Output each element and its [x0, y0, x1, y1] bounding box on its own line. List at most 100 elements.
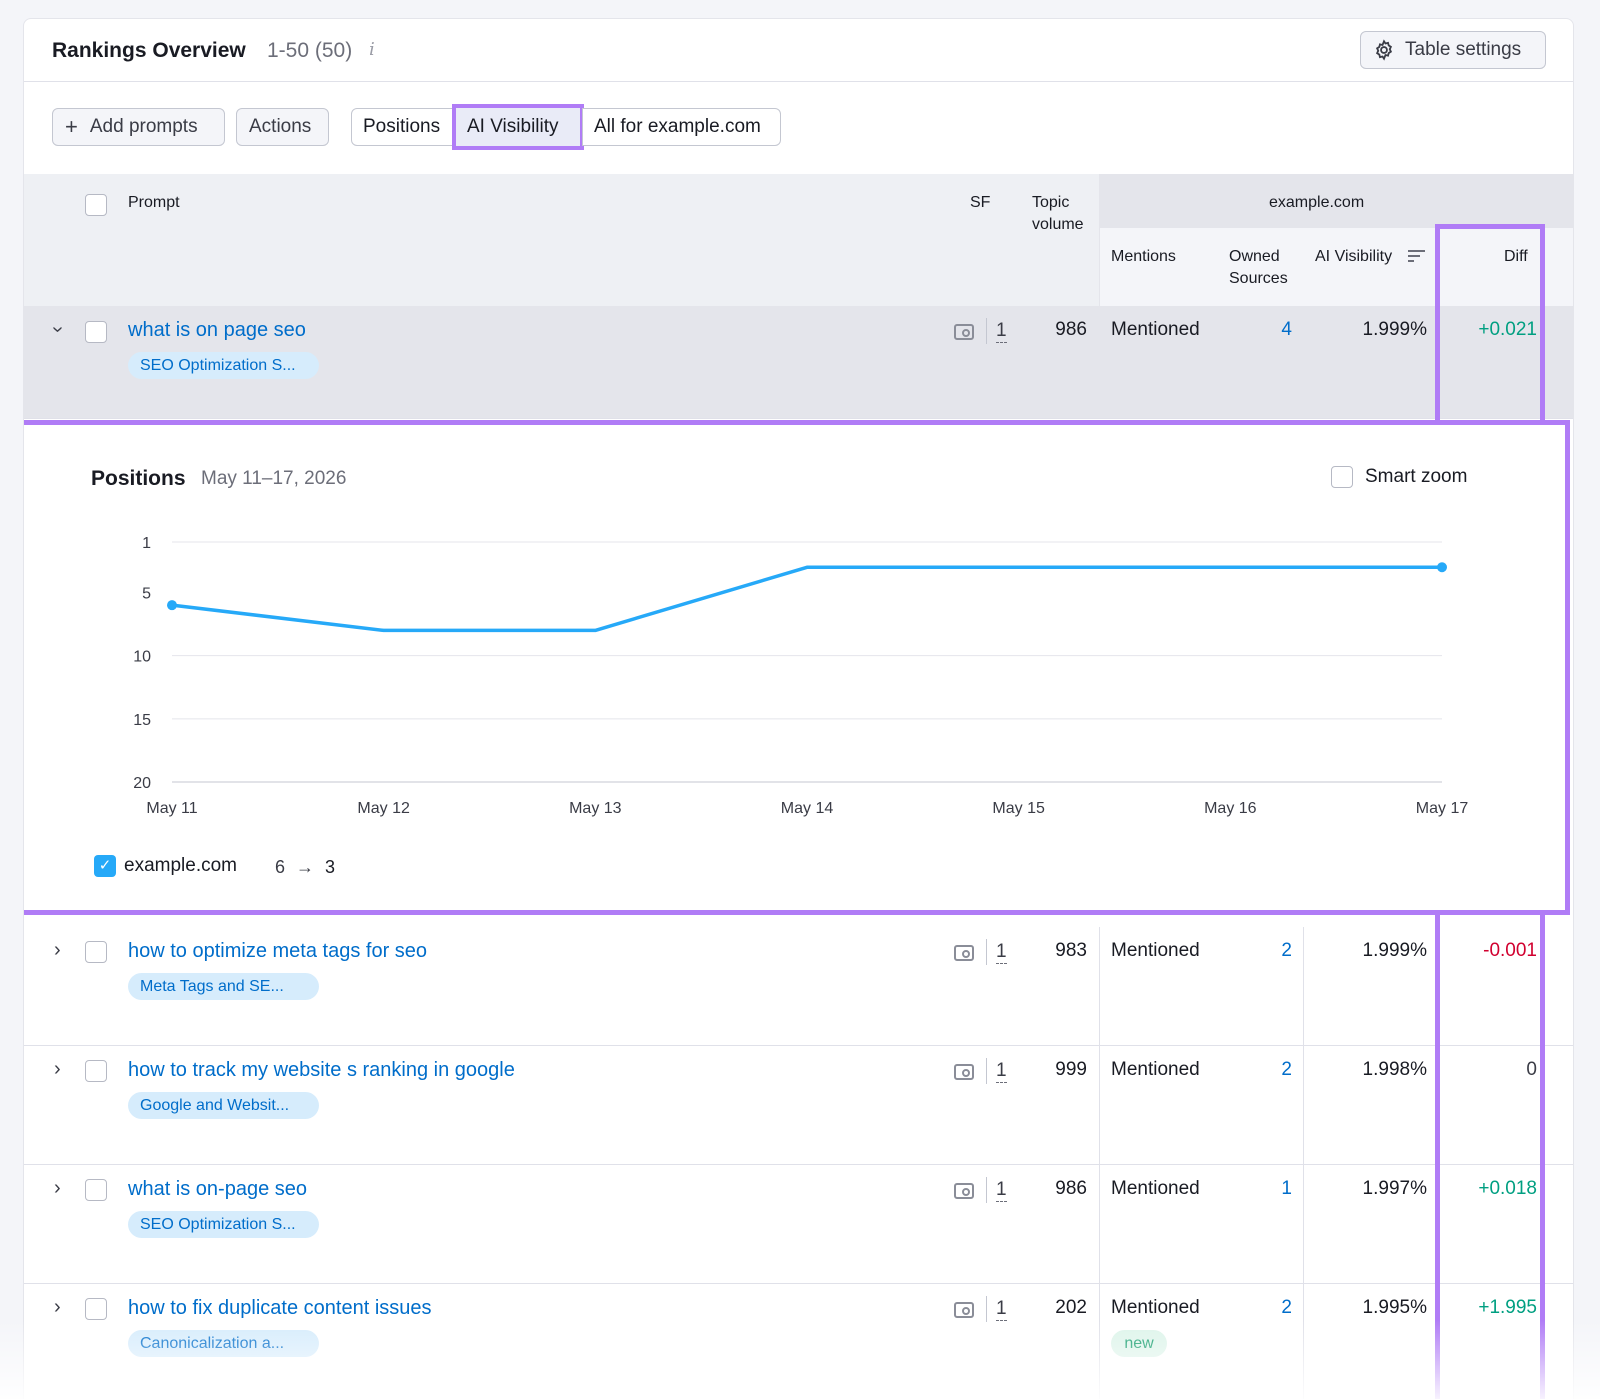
serp-feature-icon[interactable]: [954, 1302, 974, 1319]
sort-icon[interactable]: [1408, 249, 1426, 263]
add-prompts-button[interactable]: + Add prompts: [52, 108, 225, 146]
x-tick-label: May 14: [781, 800, 834, 817]
table-row[interactable]: › how to fix duplicate content issues Ca…: [24, 1284, 1573, 1399]
legend-label: example.com: [124, 855, 237, 876]
col-topic-volume-2[interactable]: volume: [1032, 216, 1084, 233]
table-row[interactable]: › how to optimize meta tags for seo Meta…: [24, 927, 1573, 1046]
sf-count[interactable]: 1: [996, 1179, 1007, 1202]
actions-button[interactable]: Actions: [236, 108, 329, 146]
topic-tag[interactable]: SEO Optimization S...: [128, 1211, 319, 1238]
mentions-value: Mentioned: [1111, 1297, 1200, 1318]
col-divider: [1099, 927, 1100, 1046]
smart-zoom-checkbox[interactable]: [1331, 466, 1353, 488]
tab-positions[interactable]: Positions: [351, 108, 454, 146]
toolbar: + Add prompts Actions Positions AI Visib…: [24, 82, 1573, 174]
expand-chevron-icon[interactable]: ›: [54, 1058, 61, 1080]
col-divider: [1099, 1046, 1100, 1165]
table-header: Prompt SF Topic volume example.com Menti…: [24, 174, 1573, 306]
mentions-value: Mentioned: [1111, 1178, 1200, 1199]
col-sf[interactable]: SF: [970, 194, 991, 211]
prompt-link[interactable]: what is on-page seo: [128, 1178, 308, 1200]
smart-zoom-toggle[interactable]: Smart zoom: [1331, 466, 1467, 488]
topic-volume: 983: [1055, 940, 1087, 961]
col-topic-volume-1[interactable]: Topic: [1032, 194, 1070, 211]
serp-feature-icon[interactable]: [954, 945, 974, 962]
owned-sources-value[interactable]: 2: [1281, 1297, 1292, 1318]
topic-tag[interactable]: Meta Tags and SE...: [128, 973, 319, 1000]
serp-feature-icon[interactable]: [954, 1183, 974, 1200]
prompt-link[interactable]: what is on page seo: [128, 319, 306, 341]
add-prompts-label: Add prompts: [89, 116, 198, 137]
panel-title: Positions: [91, 467, 186, 490]
info-icon[interactable]: i: [369, 39, 375, 60]
diff-value: +1.995: [1478, 1297, 1537, 1318]
col-divider: [1303, 927, 1304, 1046]
row-checkbox[interactable]: [85, 321, 107, 343]
legend-arrow: →: [296, 857, 315, 877]
chart-legend[interactable]: ✓ example.com: [94, 855, 237, 877]
col-ai-visibility[interactable]: AI Visibility: [1315, 248, 1393, 265]
col-divider: [1099, 1165, 1100, 1284]
table-row[interactable]: › what is on-page seo SEO Optimization S…: [24, 1165, 1573, 1284]
table-row[interactable]: › how to track my website s ranking in g…: [24, 1046, 1573, 1165]
legend-to: 3: [325, 857, 336, 877]
table-settings-button[interactable]: Table settings: [1360, 31, 1546, 69]
owned-sources-value[interactable]: 4: [1281, 319, 1292, 340]
sf-count[interactable]: 1: [996, 1060, 1007, 1083]
col-divider: [1303, 1284, 1304, 1399]
col-divider: [1303, 1165, 1304, 1284]
y-tick-label: 5: [142, 586, 151, 603]
legend-checkbox[interactable]: ✓: [94, 855, 116, 877]
col-prompt[interactable]: Prompt: [128, 194, 180, 211]
prompt-link[interactable]: how to optimize meta tags for seo: [128, 940, 428, 962]
owned-sources-value[interactable]: 2: [1281, 940, 1292, 961]
prompt-link[interactable]: how to fix duplicate content issues: [128, 1297, 432, 1319]
mentions-value: Mentioned: [1111, 1059, 1200, 1080]
col-diff[interactable]: Diff: [1504, 248, 1528, 265]
prompt-link[interactable]: how to track my website s ranking in goo…: [128, 1059, 515, 1081]
serp-feature-icon[interactable]: [954, 1064, 974, 1081]
topic-volume: 202: [1055, 1297, 1087, 1318]
owned-sources-value[interactable]: 2: [1281, 1059, 1292, 1080]
sf-count[interactable]: 1: [996, 320, 1007, 343]
row-checkbox[interactable]: [85, 1298, 107, 1320]
legend-from: 6: [275, 857, 286, 877]
collapse-chevron-icon[interactable]: ›: [46, 326, 69, 333]
expand-chevron-icon[interactable]: ›: [54, 1177, 61, 1199]
topic-tag[interactable]: SEO Optimization S...: [128, 352, 319, 379]
tab-ai-visibility[interactable]: AI Visibility: [452, 104, 584, 150]
sf-count[interactable]: 1: [996, 1298, 1007, 1321]
expand-chevron-icon[interactable]: ›: [54, 939, 61, 961]
col-owned-2[interactable]: Sources: [1229, 270, 1288, 287]
table-settings-label: Table settings: [1405, 39, 1522, 60]
diff-value: +0.018: [1478, 1178, 1537, 1199]
row-checkbox[interactable]: [85, 941, 107, 963]
row-checkbox[interactable]: [85, 1179, 107, 1201]
x-tick-label: May 15: [992, 800, 1045, 817]
y-tick-label: 20: [133, 775, 151, 792]
topic-tag[interactable]: Google and Websit...: [128, 1092, 319, 1119]
y-tick-label: 15: [133, 712, 151, 729]
col-divider: [1099, 1284, 1100, 1399]
ai-visibility-value: 1.999%: [1362, 940, 1427, 961]
tab-ai-visibility-label: AI Visibility: [467, 116, 559, 137]
row-checkbox[interactable]: [85, 1060, 107, 1082]
sf-separator: [986, 1177, 987, 1203]
select-all-checkbox[interactable]: [85, 194, 107, 216]
topic-tag[interactable]: Canonicalization a...: [128, 1330, 319, 1357]
sf-count[interactable]: 1: [996, 941, 1007, 964]
x-tick-label: May 17: [1416, 800, 1469, 817]
ai-visibility-value: 1.998%: [1362, 1059, 1427, 1080]
tab-all-for-domain[interactable]: All for example.com: [582, 108, 781, 146]
table-row[interactable]: › what is on page seo SEO Optimization S…: [24, 306, 1573, 419]
col-owned-1[interactable]: Owned: [1229, 248, 1280, 265]
serp-feature-icon[interactable]: [954, 324, 974, 341]
rankings-card: Rankings Overview 1-50 (50) i Table sett…: [23, 18, 1574, 1399]
ai-visibility-value: 1.997%: [1362, 1178, 1427, 1199]
expand-chevron-icon[interactable]: ›: [54, 1296, 61, 1318]
panel-date-range: May 11–17, 2026: [201, 468, 347, 489]
y-tick-label: 1: [142, 535, 151, 552]
owned-sources-value[interactable]: 1: [1281, 1178, 1292, 1199]
col-mentions[interactable]: Mentions: [1111, 248, 1176, 265]
